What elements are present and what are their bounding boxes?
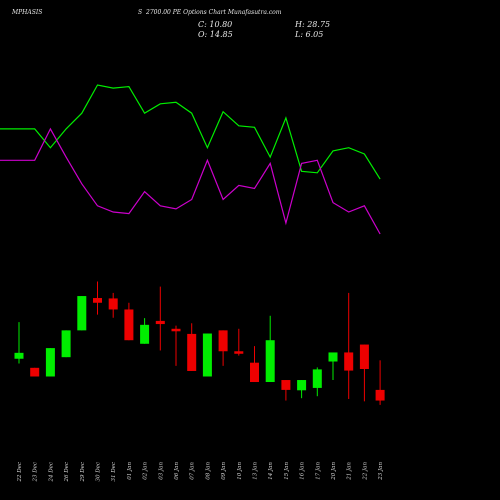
x-tick-label: 06 Jan (174, 462, 180, 480)
x-tick-label: 15 Jan (284, 462, 290, 480)
series-line-1 (0, 84, 381, 180)
candle-body (108, 298, 118, 310)
candle-body (45, 348, 55, 377)
chart-title-line: S 2700.00 PE Options Chart Munafasutra.c… (138, 9, 282, 16)
candle-body (328, 352, 338, 362)
x-tick-label: 07 Jan (190, 462, 196, 480)
x-tick-label: 17 Jan (315, 462, 321, 480)
x-tick-label: 31 Dec (111, 462, 117, 482)
x-tick-label: 26 Dec (64, 462, 70, 483)
x-tick-label: 16 Jan (300, 462, 306, 480)
x-tick-label: 22 Jan (362, 462, 368, 481)
candles (14, 281, 385, 405)
low-label: L: 6.05 (294, 30, 323, 39)
candle-body (218, 330, 228, 352)
candle-body (77, 296, 87, 331)
candle-body (265, 340, 275, 383)
x-tick-label: 03 Jan (158, 462, 164, 480)
candle-body (93, 298, 102, 303)
indicator-lines (0, 84, 381, 235)
x-tick-label: 20 Jan (331, 462, 337, 481)
symbol-label: MPHASIS (11, 9, 42, 16)
chart-title: 2700.00 PE Options Chart Munafasutra.com (145, 9, 282, 16)
x-tick-label: 22 Dec (17, 462, 23, 483)
x-axis-ticks: 22 Dec 23 Dec 24 Dec 26 Dec 29 Dec 30 Dec 31 D… (17, 462, 384, 483)
candle-body (14, 352, 24, 359)
candle-body (30, 367, 40, 377)
candle-body (202, 333, 212, 377)
series-line-2 (0, 127, 381, 235)
candle-body (140, 324, 150, 344)
candle-body (359, 344, 369, 370)
open-label: O: 14.85 (198, 30, 233, 39)
title-prefix: S (138, 9, 142, 16)
candle-body (155, 320, 165, 325)
x-tick-label: 23 Dec (33, 462, 39, 483)
x-tick-label: 29 Dec (80, 462, 86, 483)
x-tick-label: 21 Jan (347, 462, 353, 481)
x-tick-label: 23 Jan (378, 462, 384, 481)
candle-body (124, 309, 134, 341)
candle-body (297, 380, 307, 391)
x-tick-label: 30 Dec (96, 462, 102, 482)
candle-body (250, 362, 259, 383)
candle-body (344, 352, 354, 371)
x-tick-label: 24 Dec (48, 462, 54, 483)
x-tick-label: 01 Jan (127, 462, 133, 480)
candle-body (187, 333, 197, 371)
x-tick-label: 02 Jan (143, 462, 149, 480)
x-tick-label: 13 Jan (253, 462, 259, 480)
candle-body (281, 380, 291, 390)
close-label: C: 10.80 (198, 20, 232, 29)
x-tick-label: 09 Jan (221, 462, 227, 480)
x-tick-label: 14 Jan (268, 462, 274, 480)
high-label: H: 28.75 (294, 20, 330, 29)
candle-body (375, 389, 385, 401)
x-tick-label: 10 Jan (237, 462, 243, 480)
x-tick-label: 08 Jan (205, 462, 211, 480)
candle-body (171, 328, 181, 332)
candle-body (61, 330, 71, 358)
candle-body (312, 369, 322, 388)
candle-body (234, 351, 244, 354)
